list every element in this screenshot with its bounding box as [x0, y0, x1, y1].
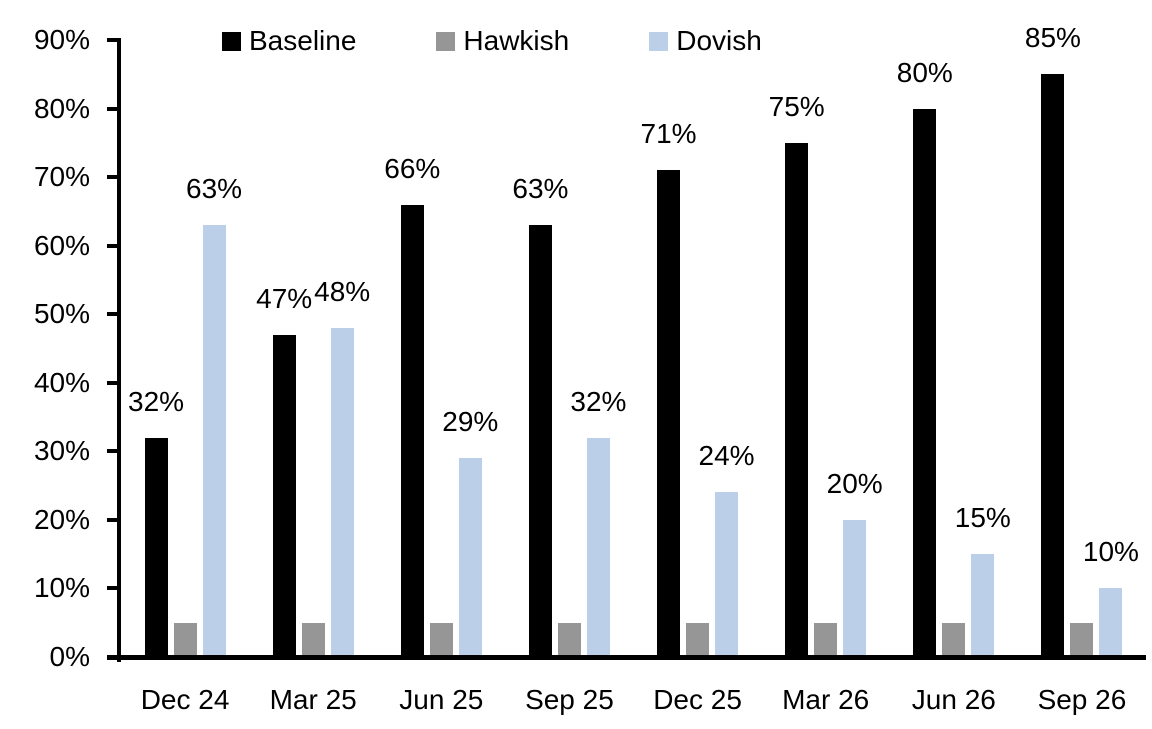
bar-baseline-2: [400, 204, 424, 657]
legend-swatch-baseline-icon: [222, 31, 241, 51]
bar-value-label-dovish-6: 15%: [954, 502, 1011, 534]
bar-baseline-7: [1041, 74, 1065, 657]
y-axis-tick-label: 50%: [33, 298, 90, 329]
y-axis-tick-label: 10%: [33, 572, 90, 603]
bar-value-label-dovish-2: 29%: [442, 406, 499, 438]
y-axis-tick-label: 70%: [33, 161, 90, 192]
y-axis-tick-label: 90%: [33, 24, 90, 55]
x-axis-category-label-2: Jun 25: [399, 684, 484, 715]
bar-hawkish-4: [686, 622, 710, 657]
y-axis-tick-label: 30%: [33, 435, 90, 466]
bar-dovish-5: [843, 519, 867, 657]
x-axis-category-label-6: Jun 26: [911, 684, 996, 715]
bar-dovish-0: [202, 225, 226, 657]
bar-dovish-7: [1099, 588, 1123, 657]
legend-label-dovish: Dovish: [676, 25, 762, 56]
y-axis-tick-label: 60%: [33, 230, 90, 261]
bar-value-label-dovish-5: 20%: [826, 467, 883, 499]
chart-legend: Baseline Hawkish Dovish: [222, 26, 762, 56]
bar-baseline-0: [144, 437, 168, 657]
bar-value-label-dovish-7: 10%: [1082, 536, 1139, 568]
y-axis-tick: [107, 38, 117, 42]
bar-baseline-6: [913, 108, 937, 657]
bar-value-label-baseline-2: 66%: [384, 152, 441, 184]
bar-value-label-baseline-4: 71%: [640, 118, 697, 150]
bar-value-label-dovish-3: 32%: [570, 385, 627, 417]
bar-value-label-dovish-1: 48%: [314, 275, 371, 307]
x-axis-category-label-0: Dec 24: [140, 684, 230, 715]
x-axis-line: [107, 655, 1146, 660]
legend-swatch-hawkish-icon: [436, 31, 456, 51]
bar-baseline-3: [528, 225, 552, 657]
bar-hawkish-0: [173, 622, 197, 657]
bar-value-label-baseline-1: 47%: [256, 282, 313, 314]
y-axis-tick: [107, 312, 117, 317]
y-axis-tick: [107, 517, 117, 522]
y-axis-tick-label: 20%: [33, 504, 90, 535]
bar-baseline-1: [272, 334, 296, 657]
x-axis-category-label-5: Mar 26: [782, 684, 870, 715]
bar-value-label-baseline-7: 85%: [1024, 22, 1081, 54]
bar-baseline-4: [657, 170, 681, 657]
y-axis-line: [117, 38, 121, 662]
y-axis-tick: [107, 449, 117, 454]
x-axis-category-label-7: Sep 26: [1037, 684, 1127, 715]
y-axis-tick: [107, 380, 117, 385]
bar-dovish-3: [586, 437, 610, 657]
bar-value-label-baseline-5: 75%: [768, 90, 825, 122]
legend-entry-baseline: Baseline: [222, 27, 356, 55]
x-axis-category-label-4: Dec 25: [653, 684, 742, 715]
y-axis-tick-label: 40%: [33, 367, 90, 398]
legend-swatch-dovish-icon: [649, 31, 669, 51]
legend-entry-dovish: Dovish: [649, 27, 762, 55]
legend-label-baseline: Baseline: [249, 25, 357, 56]
x-axis-category-label-1: Mar 25: [269, 684, 357, 715]
bar-hawkish-5: [814, 622, 838, 657]
y-axis-tick: [107, 106, 117, 111]
bar-dovish-6: [971, 554, 995, 657]
bar-hawkish-1: [301, 622, 325, 657]
y-axis-tick-label: 80%: [33, 93, 90, 124]
bar-dovish-2: [458, 458, 482, 657]
bar-hawkish-2: [429, 622, 453, 657]
legend-entry-hawkish: Hawkish: [436, 27, 569, 55]
bar-dovish-1: [330, 327, 354, 657]
bar-value-label-baseline-3: 63%: [512, 173, 569, 205]
bar-baseline-5: [785, 142, 809, 657]
bar-value-label-dovish-0: 63%: [186, 173, 243, 205]
legend-label-hawkish: Hawkish: [463, 25, 570, 56]
bar-dovish-4: [715, 492, 739, 657]
bar-hawkish-7: [1070, 622, 1094, 657]
bar-hawkish-3: [557, 622, 581, 657]
bar-value-label-baseline-6: 80%: [896, 56, 953, 88]
bar-value-label-dovish-4: 24%: [698, 440, 755, 472]
y-axis-tick-label: 0%: [49, 641, 90, 672]
y-axis-tick: [107, 175, 117, 180]
bar-value-label-baseline-0: 32%: [128, 385, 185, 417]
y-axis-tick: [107, 243, 117, 248]
x-axis-category-label-3: Sep 25: [525, 684, 614, 715]
y-axis-tick: [107, 586, 117, 591]
bar-hawkish-6: [942, 622, 966, 657]
